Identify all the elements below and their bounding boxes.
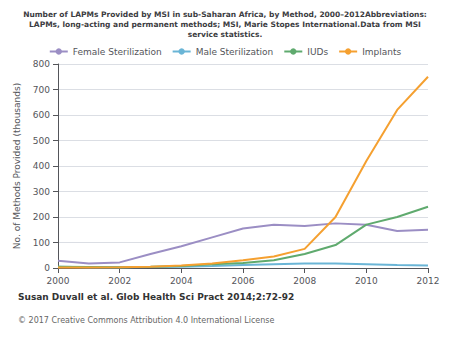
svg-text:400: 400 [33,161,50,171]
svg-text:100: 100 [33,238,50,248]
svg-text:Implants: Implants [362,47,401,57]
svg-text:600: 600 [33,110,50,120]
svg-text:Female Sterilization: Female Sterilization [73,47,162,57]
svg-text:500: 500 [33,136,50,146]
svg-text:Male Sterilization: Male Sterilization [196,47,274,57]
svg-text:300: 300 [33,187,50,197]
svg-text:Susan Duvall et al. Glob Healt: Susan Duvall et al. Glob Health Sci Prac… [18,292,294,302]
svg-text:0: 0 [44,263,50,273]
svg-text:200: 200 [33,212,50,222]
svg-text:2004: 2004 [170,276,193,286]
svg-text:© 2017 Creative Commons Attrib: © 2017 Creative Commons Attribution 4.0 … [18,316,275,325]
svg-text:Number of LAPMs Provided by MS: Number of LAPMs Provided by MSI in sub-S… [23,10,427,19]
svg-text:700: 700 [33,85,50,95]
svg-text:2010: 2010 [355,276,378,286]
svg-text:No. of Methods Provided (thous: No. of Methods Provided (thousands) [12,83,22,249]
svg-text:2006: 2006 [232,276,255,286]
svg-text:service statistics.: service statistics. [188,30,263,39]
svg-text:LAPMs, long-acting and permane: LAPMs, long-acting and permanent methods… [29,20,421,29]
svg-text:2008: 2008 [293,276,316,286]
svg-text:800: 800 [33,59,50,69]
svg-text:2000: 2000 [47,276,70,286]
svg-text:IUDs: IUDs [307,47,328,57]
svg-text:2002: 2002 [108,276,131,286]
svg-text:2012: 2012 [417,276,440,286]
